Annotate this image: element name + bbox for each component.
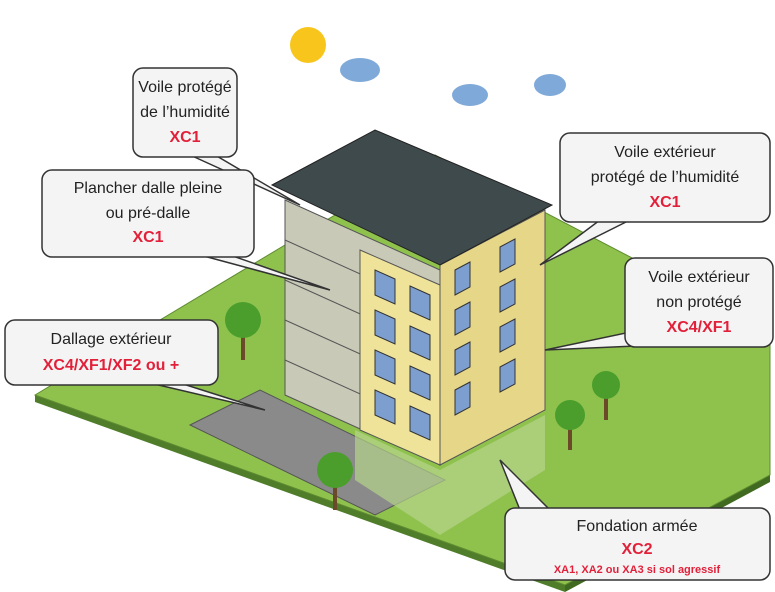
callout-text: protégé de l’humidité xyxy=(591,169,740,186)
callout-code: XC2 xyxy=(621,541,652,558)
callout-text: ou pré-dalle xyxy=(106,205,191,222)
callout-text: non protégé xyxy=(656,294,742,311)
callout-text: Fondation armée xyxy=(577,518,698,535)
callout-box xyxy=(5,320,218,385)
callout-text: Voile extérieur xyxy=(614,144,716,161)
callout-code: XC4/XF1 xyxy=(667,319,732,336)
callout-text: Voile extérieur xyxy=(648,269,750,286)
callout-text: Voile protégé xyxy=(138,79,232,96)
callout-note: XA1, XA2 ou XA3 si sol agressif xyxy=(554,564,721,576)
callout-code: XC1 xyxy=(169,129,200,146)
callout-text: de l’humidité xyxy=(140,104,230,121)
callout-code: XC4/XF1/XF2 ou + xyxy=(43,357,179,374)
callout-code: XC1 xyxy=(649,194,680,211)
clouds xyxy=(340,58,566,106)
sun xyxy=(290,27,326,63)
illustration: Voile protégé de l’humidité XC1 Plancher… xyxy=(0,0,775,592)
callout-code: XC1 xyxy=(132,229,163,246)
callout-text: Plancher dalle pleine xyxy=(74,180,223,197)
callout-text: Dallage extérieur xyxy=(51,331,173,348)
